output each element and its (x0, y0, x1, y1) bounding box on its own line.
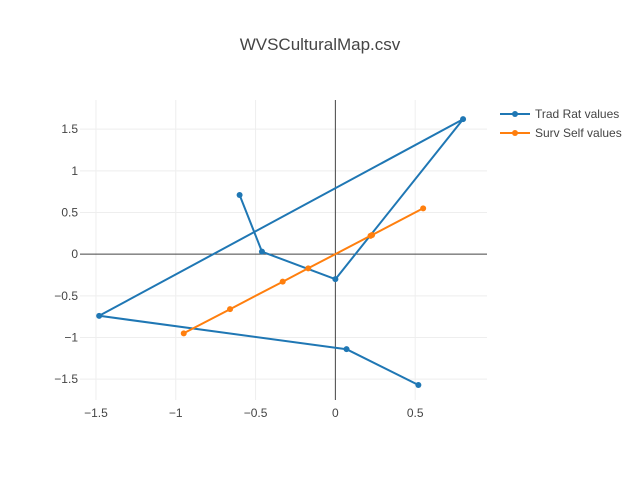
legend-label: Trad Rat values (535, 107, 619, 121)
y-tick-label: 0 (71, 247, 78, 261)
data-point[interactable] (420, 205, 427, 212)
tick-labels: −1.5 −1 −0.5 0 0.5 −1.5 −1 −0.5 0 0.5 1 1.5 (54, 122, 424, 420)
data-point[interactable] (460, 116, 467, 123)
data-point[interactable] (258, 248, 265, 255)
data-point[interactable] (227, 306, 234, 313)
x-tick-label: 0.5 (407, 406, 424, 420)
x-tick-label: −1.5 (84, 406, 108, 420)
y-tick-label: −0.5 (54, 289, 78, 303)
zero-lines (80, 100, 487, 400)
y-tick-label: 1.5 (61, 122, 78, 136)
y-tick-label: 0.5 (61, 206, 78, 220)
data-point[interactable] (343, 346, 350, 353)
data-point[interactable] (96, 312, 103, 319)
x-tick-label: 0 (332, 406, 339, 420)
data-point[interactable] (369, 232, 376, 238)
y-tick-label: 1 (71, 164, 78, 178)
legend-item[interactable]: Surv Self values (500, 126, 622, 140)
data-point[interactable] (415, 382, 422, 388)
x-tick-label: −1 (169, 406, 183, 420)
data-point[interactable] (305, 265, 312, 272)
series-0 (96, 116, 467, 388)
grid (80, 100, 487, 400)
legend-marker (512, 130, 518, 136)
series-1 (180, 205, 427, 337)
data-point[interactable] (236, 192, 243, 198)
legend-item[interactable]: Trad Rat values (500, 107, 619, 121)
legend-marker (512, 111, 518, 117)
y-tick-label: −1 (64, 331, 78, 345)
y-tick-label: −1.5 (54, 372, 78, 386)
chart-title: WVSCulturalMap.csv (240, 35, 401, 54)
legend[interactable]: Trad Rat values Surv Self values (500, 107, 622, 140)
data-point[interactable] (279, 278, 286, 285)
x-tick-label: −0.5 (244, 406, 268, 420)
data-point[interactable] (180, 330, 187, 337)
data-point[interactable] (332, 276, 339, 283)
series-layer (96, 116, 467, 388)
legend-label: Surv Self values (535, 126, 622, 140)
